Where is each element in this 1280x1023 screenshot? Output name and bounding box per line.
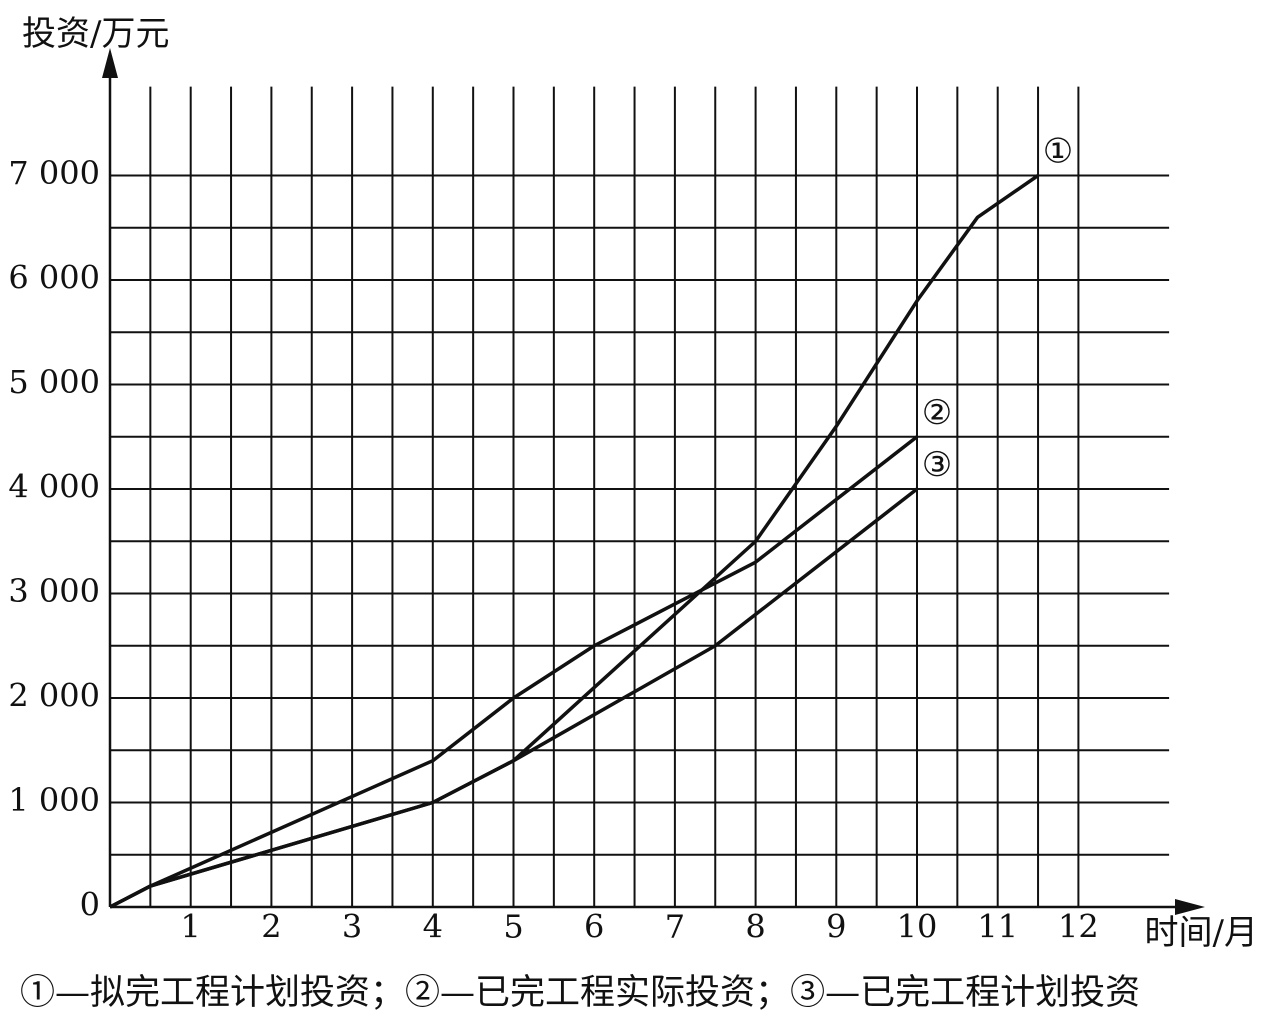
legend-entry: ③—已完工程计划投资 (790, 973, 1140, 1013)
y-tick-label: 2 000 (8, 677, 100, 715)
series-end-label: ② (922, 393, 952, 433)
y-tick-label: 5 000 (8, 363, 100, 401)
x-tick-label: 9 (826, 908, 846, 946)
x-tick-label: 6 (584, 908, 604, 946)
x-tick-label: 12 (1058, 908, 1099, 946)
x-tick-label: 10 (897, 908, 938, 946)
legend-entry: ②—已完工程实际投资 (405, 973, 755, 1013)
legend-entry: ①—拟完工程计划投资 (20, 973, 370, 1013)
x-tick-label: 1 (181, 908, 201, 946)
y-axis-label: 投资/万元 (22, 14, 169, 54)
x-tick-label: 5 (503, 908, 523, 946)
x-tick-label: 11 (977, 908, 1018, 946)
y-tick-label: 3 000 (8, 572, 100, 610)
y-tick-label: 1 000 (8, 781, 100, 819)
line-series (109, 487, 919, 909)
y-axis-arrow (102, 48, 118, 78)
y-tick-label: 6 000 (8, 259, 100, 297)
legend-separator: ； (370, 973, 405, 1013)
legend: ①—拟完工程计划投资；②—已完工程实际投资；③—已完工程计划投资 (20, 973, 1140, 1013)
y-tick-label: 7 000 (8, 154, 100, 192)
y-tick-label: 0 (80, 886, 100, 924)
x-tick-label: 7 (665, 908, 685, 946)
series-end-label: ① (1043, 132, 1073, 172)
legend-separator: ； (755, 973, 790, 1013)
x-tick-label: 4 (423, 908, 443, 946)
y-tick-label: 4 000 (8, 468, 100, 506)
series-end-label: ③ (922, 445, 952, 485)
line-series (109, 435, 919, 909)
x-tick-label: 3 (342, 908, 362, 946)
x-tick-label: 2 (261, 908, 281, 946)
x-axis-arrow (1175, 899, 1205, 915)
x-tick-label: 8 (745, 908, 765, 946)
x-axis-label: 时间/月 (1145, 913, 1258, 953)
